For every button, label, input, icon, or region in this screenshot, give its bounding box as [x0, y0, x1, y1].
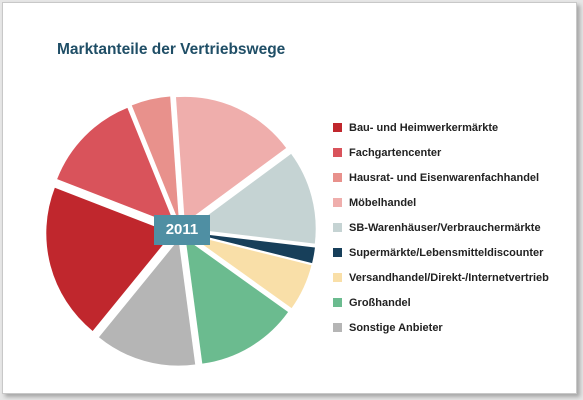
legend-label: Großhandel — [349, 296, 411, 309]
legend-item: Fachgartencenter — [333, 140, 549, 165]
legend-label: Bau- und Heimwerkermärkte — [349, 121, 499, 134]
legend-label: Sonstige Anbieter — [349, 321, 443, 334]
legend-label: Hausrat- und Eisenwarenfachhandel — [349, 171, 540, 184]
pie-slice-6 — [189, 232, 315, 264]
legend-item: Bau- und Heimwerkermärkte — [333, 115, 549, 140]
legend-swatch — [333, 298, 342, 307]
legend-swatch — [333, 223, 342, 232]
pie-slice-3 — [131, 96, 179, 223]
legend-label: Möbelhandel — [349, 196, 417, 209]
chart-card: Marktanteile der Vertriebswege 2011 Bau-… — [2, 2, 577, 394]
chart-title: Marktanteile der Vertriebswege — [57, 41, 286, 58]
legend-swatch — [333, 198, 342, 207]
pie-slice-2 — [57, 107, 175, 225]
legend-item: Sonstige Anbieter — [333, 315, 549, 340]
legend-label: Supermärkte/Lebensmitteldiscounter — [349, 246, 544, 259]
legend-swatch — [333, 173, 342, 182]
legend-item: Großhandel — [333, 290, 549, 315]
pie-slice-8 — [185, 238, 289, 364]
pie-chart — [46, 96, 316, 366]
legend: Bau- und Heimwerkermärkte Fachgartencente… — [333, 115, 549, 340]
legend-swatch — [333, 273, 342, 282]
legend-item: Versandhandel/Direkt-/Internetvertrieb — [333, 265, 549, 290]
legend-swatch — [333, 323, 342, 332]
legend-label: Fachgartencenter — [349, 146, 442, 159]
legend-swatch — [333, 123, 342, 132]
legend-item: Hausrat- und Eisenwarenfachhandel — [333, 165, 549, 190]
pie-slice-7 — [189, 234, 312, 309]
pie-slice-4 — [175, 96, 287, 223]
year-badge: 2011 — [154, 215, 210, 245]
legend-label: Versandhandel/Direkt-/Internetvertrieb — [349, 271, 549, 284]
legend-item: Möbelhandel — [333, 190, 549, 215]
legend-swatch — [333, 248, 342, 257]
legend-swatch — [333, 148, 342, 157]
legend-label: SB-Warenhäuser/Verbrauchermärkte — [349, 221, 541, 234]
pie-slice-9 — [98, 239, 196, 366]
legend-item: SB-Warenhäuser/Verbrauchermärkte — [333, 215, 549, 240]
pie-slice-5 — [189, 153, 316, 244]
pie-slice-1 — [46, 187, 173, 331]
legend-item: Supermärkte/Lebensmitteldiscounter — [333, 240, 549, 265]
